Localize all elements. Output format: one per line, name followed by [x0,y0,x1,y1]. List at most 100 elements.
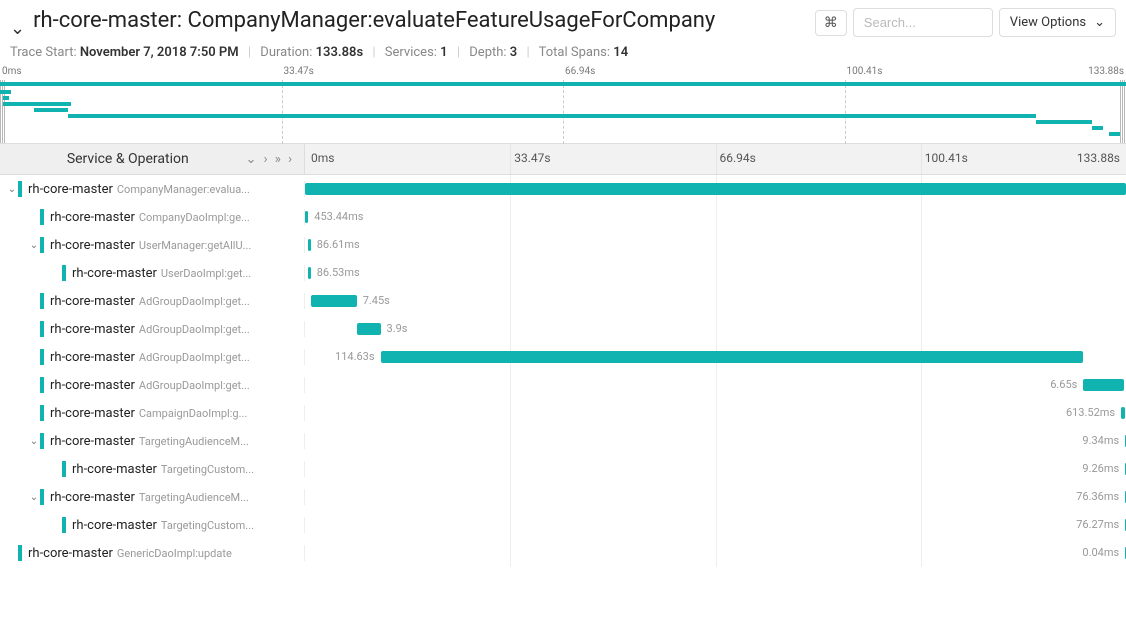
services-value: 1 [440,45,447,60]
span-row-label[interactable]: rh-core-master AdGroupDaoImpl:get... [0,321,305,337]
spans-value: 14 [613,45,628,60]
span-row-label[interactable]: ⌄rh-core-masterTargetingAudienceM... [0,489,305,505]
keyboard-shortcut-button[interactable]: ⌘ [815,10,847,36]
span-row[interactable]: rh-core-masterGenericDaoImpl:update0.04m… [0,539,1126,567]
span-row-label[interactable]: rh-core-masterGenericDaoImpl:update [0,545,305,561]
span-bar[interactable] [1121,407,1125,419]
span-bar[interactable] [305,183,1126,195]
service-color-marker [18,181,22,197]
span-duration-label: 114.63s [335,350,375,363]
span-row-label[interactable]: rh-core-masterTargetingCustom... [0,461,305,477]
span-timeline [305,175,1126,203]
span-row-label[interactable]: rh-core-masterAdGroupDaoImpl:get... [0,293,305,309]
span-bar[interactable] [357,323,381,335]
span-row[interactable]: rh-core-master AdGroupDaoImpl:get... 3.9s [0,315,1126,343]
span-timeline: 86.61ms [305,231,1126,259]
span-timeline: 9.26ms [305,455,1126,483]
search-input[interactable] [853,8,993,37]
minimap-tick-label: 0ms [2,66,22,77]
span-bar[interactable] [381,351,1084,363]
span-row-label[interactable]: ⌄rh-core-masterTargetingAudienceM... [0,433,305,449]
minimap-span-bar [3,96,9,100]
span-duration-label: 76.36ms [1076,490,1119,503]
span-row-label[interactable]: ⌄rh-core-masterCompanyManager:evalua... [0,181,305,197]
service-name: rh-core-master [50,378,135,393]
span-duration-label: 453.44ms [314,210,363,223]
service-name: rh-core-master [50,490,135,505]
service-name: rh-core-master [28,182,113,197]
minimap-span-bar [1092,126,1103,130]
span-row-label[interactable]: rh-core-masterCompanyDaoImpl:ge... [0,209,305,225]
service-name: rh-core-master [28,546,113,561]
span-row[interactable]: ⌄rh-core-masterCompanyManager:evalua... [0,175,1126,203]
span-row[interactable]: rh-core-masterCompanyDaoImpl:ge... 453.44… [0,203,1126,231]
operation-name: CampaignDaoImpl:g... [139,407,247,420]
trace-start-label: Trace Start: [10,45,77,60]
service-color-marker [18,545,22,561]
span-bar[interactable] [308,267,310,279]
span-row[interactable]: rh-core-masterAdGroupDaoImpl:get... 6.65s [0,371,1126,399]
span-row[interactable]: rh-core-masterTargetingCustom...76.27ms [0,511,1126,539]
service-name: rh-core-master [50,210,135,225]
span-row[interactable]: ⌄rh-core-masterTargetingAudienceM...9.34… [0,427,1126,455]
service-name: rh-core-master [50,350,135,365]
span-row[interactable]: rh-core-masterAdGroupDaoImpl:get... 114.6… [0,343,1126,371]
timeline-tick-label: 133.88s [1077,151,1120,165]
row-toggle-icon[interactable]: ⌄ [28,436,40,447]
span-row-label[interactable]: rh-core-masterCampaignDaoImpl:g... [0,405,305,421]
span-bar[interactable] [1083,379,1124,391]
service-color-marker [40,489,44,505]
row-toggle-icon[interactable]: ⌄ [28,492,40,503]
duration-value: 133.88s [316,45,364,60]
span-rows: ⌄rh-core-masterCompanyManager:evalua...r… [0,175,1126,567]
service-color-marker [40,209,44,225]
minimap-handle-right[interactable] [1120,80,1126,143]
span-duration-label: 3.9s [387,322,408,335]
span-row[interactable]: rh-core-masterCampaignDaoImpl:g...613.52… [0,399,1126,427]
span-row-label[interactable]: rh-core-masterAdGroupDaoImpl:get... [0,377,305,393]
span-row-label[interactable]: rh-core-masterAdGroupDaoImpl:get... [0,349,305,365]
span-duration-label: 86.53ms [317,266,360,279]
span-row[interactable]: ⌄rh-core-masterUserManager:getAllU...86.… [0,231,1126,259]
span-row[interactable]: rh-core-masterTargetingCustom...9.26ms [0,455,1126,483]
service-operation-label: Service & Operation [10,151,246,167]
service-name: rh-core-master [72,462,157,477]
span-row[interactable]: rh-core-masterAdGroupDaoImpl:get...7.45s [0,287,1126,315]
row-toggle-icon[interactable]: ⌄ [6,184,18,195]
view-options-button[interactable]: View Options ⌄ [999,8,1116,37]
service-color-marker [40,349,44,365]
view-options-label: View Options [1010,15,1086,30]
span-bar[interactable] [305,211,308,223]
span-duration-label: 6.65s [1050,378,1077,391]
depth-label: Depth: [469,45,506,60]
operation-name: TargetingCustom... [161,519,254,532]
service-color-marker [40,237,44,253]
timeline-header: 0ms33.47s66.94s100.41s133.88s [305,144,1126,174]
collapse-icon[interactable]: ⌄ [10,18,25,39]
span-timeline: 9.34ms [305,427,1126,455]
span-bar[interactable] [311,295,357,307]
operation-name: AdGroupDaoImpl:get... [139,323,250,336]
span-timeline: 6.65s [305,371,1126,399]
span-row-label[interactable]: rh-core-masterTargetingCustom... [0,517,305,533]
depth-value: 3 [510,45,517,60]
service-operation-header[interactable]: Service & Operation ⌄ › » › [0,144,305,174]
row-toggle-icon[interactable]: ⌄ [28,240,40,251]
column-headers: Service & Operation ⌄ › » › 0ms33.47s66.… [0,144,1126,175]
span-bar[interactable] [308,239,310,251]
service-color-marker [40,433,44,449]
minimap-tick-label: 133.88s [1088,66,1124,77]
span-row-label[interactable]: ⌄rh-core-masterUserManager:getAllU... [0,237,305,253]
span-row[interactable]: ⌄rh-core-masterTargetingAudienceM...76.3… [0,483,1126,511]
span-timeline: 86.53ms [305,259,1126,287]
service-name: rh-core-master [50,322,135,337]
timeline-tick-label: 0ms [311,151,334,165]
service-color-marker [40,321,44,337]
span-row[interactable]: rh-core-masterUserDaoImpl:get... 86.53ms [0,259,1126,287]
trace-minimap[interactable]: 0ms33.47s66.94s100.41s133.88s [0,66,1126,144]
services-label: Services: [385,45,437,60]
span-timeline: 114.63s [305,343,1126,371]
minimap-body [0,80,1126,143]
trace-start-value: November 7, 2018 7:50 PM [80,45,239,60]
span-row-label[interactable]: rh-core-masterUserDaoImpl:get... [0,265,305,281]
